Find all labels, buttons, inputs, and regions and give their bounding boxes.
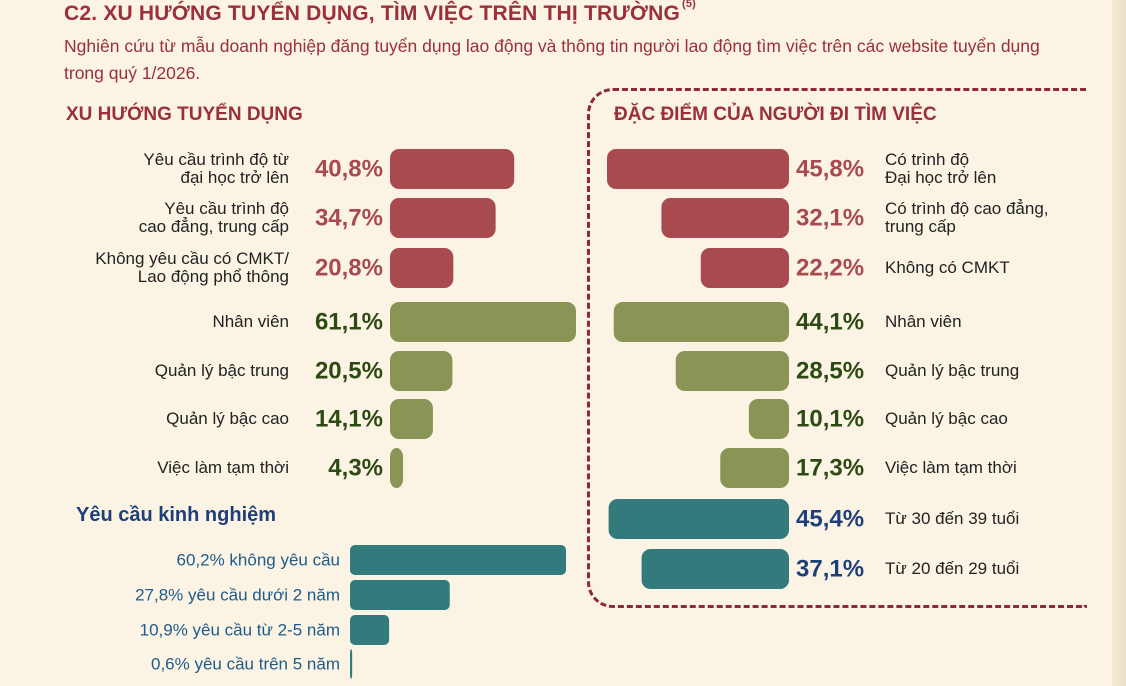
jobseeker-value-label: 44,1%: [796, 308, 864, 335]
experience-label: 0,6% yêu cầu trên 5 năm: [151, 654, 340, 673]
jobseeker-bar: [720, 448, 789, 488]
recruit-bar: [390, 399, 433, 439]
page-subtitle: Nghiên cứu từ mẫu doanh nghiệp đăng tuyể…: [64, 36, 1040, 83]
page-title: C2. XU HƯỚNG TUYỂN DỤNG, TÌM VIỆC TRÊN T…: [64, 0, 697, 26]
recruit-bar: [390, 198, 496, 238]
experience-bar: [350, 649, 353, 679]
jobseeker-bar: [607, 149, 789, 189]
jobseeker-bar: [661, 198, 789, 238]
jobseeker-bar: [608, 499, 789, 539]
experience-label: 60,2% không yêu cầu: [176, 550, 340, 569]
jobseeker-category-label: Không có CMKT: [885, 258, 1010, 277]
jobseeker-value-label: 22,2%: [796, 254, 864, 281]
recruit-value-label: 4,3%: [328, 454, 383, 481]
jobseeker-category-label: Việc làm tạm thời: [885, 458, 1017, 477]
recruit-bar: [390, 248, 454, 288]
recruitment-trend-heading: XU HƯỚNG TUYỂN DỤNG: [66, 104, 303, 125]
jobseeker-value-label: 17,3%: [796, 454, 864, 481]
recruit-category-label: Không yêu cầu có CMKT/Lao động phổ thông: [95, 249, 289, 286]
jobseeker-category-label: Nhân viên: [885, 312, 962, 331]
jobseeker-category-label: Từ 20 đến 29 tuổi: [885, 559, 1019, 578]
jobseeker-value-label: 45,8%: [796, 155, 864, 182]
jobseeker-category-label: Quản lý bậc cao: [885, 409, 1008, 428]
recruit-bar: [390, 149, 515, 189]
recruit-category-label: Quản lý bậc cao: [166, 409, 289, 428]
recruit-value-label: 34,7%: [315, 204, 383, 231]
recruit-category-label: Quản lý bậc trung: [155, 361, 289, 380]
page-edge-shadow: [1112, 0, 1126, 686]
experience-label: 10,9% yêu cầu từ 2-5 năm: [140, 620, 340, 639]
recruit-bar: [390, 448, 404, 488]
jobseeker-category-label: Có trình độ Đại học trở lên: [885, 150, 996, 187]
recruit-value-label: 20,5%: [315, 357, 383, 384]
recruit-value-label: 61,1%: [315, 308, 383, 335]
title-footnote-mark: (5): [682, 0, 697, 10]
experience-bar: [350, 615, 390, 645]
jobseeker-value-label: 37,1%: [796, 555, 864, 582]
jobseeker-category-label: Từ 30 đến 39 tuổi: [885, 509, 1019, 528]
recruit-bar: [390, 302, 576, 342]
jobseeker-bar: [641, 549, 789, 589]
jobseeker-bar: [748, 399, 789, 439]
experience-bar: [350, 545, 566, 575]
recruit-category-label: Việc làm tạm thời: [157, 458, 289, 477]
jobseeker-value-label: 45,4%: [796, 505, 864, 532]
recruit-bar: [390, 351, 453, 391]
recruit-value-label: 40,8%: [315, 155, 383, 182]
experience-label: 27,8% yêu cầu dưới 2 năm: [135, 585, 340, 604]
recruit-value-label: 20,8%: [315, 254, 383, 281]
experience-bar: [350, 580, 450, 610]
jobseeker-category-label: Có trình độ cao đẳng, trung cấp: [885, 199, 1049, 236]
recruit-category-label: Yêu cầu trình độ từ đại học trở lên: [143, 150, 289, 187]
title-text: C2. XU HƯỚNG TUYỂN DỤNG, TÌM VIỆC TRÊN T…: [64, 2, 680, 25]
jobseeker-bar: [613, 302, 789, 342]
jobseeker-dashed-frame: [587, 88, 1087, 608]
experience-heading: Yêu cầu kinh nghiệm: [76, 504, 277, 526]
jobseeker-value-label: 10,1%: [796, 405, 864, 432]
recruit-category-label: Nhân viên: [212, 312, 289, 331]
jobseeker-category-label: Quản lý bậc trung: [885, 361, 1019, 380]
jobseeker-value-label: 28,5%: [796, 357, 864, 384]
jobseeker-value-label: 32,1%: [796, 204, 864, 231]
recruit-value-label: 14,1%: [315, 405, 383, 432]
recruit-category-label: Yêu cầu trình độ cao đẳng, trung cấp: [139, 199, 289, 236]
jobseeker-bar: [700, 248, 789, 288]
jobseeker-heading: ĐẶC ĐIỂM CỦA NGƯỜI ĐI TÌM VIỆC: [614, 104, 937, 125]
jobseeker-bar: [675, 351, 789, 391]
